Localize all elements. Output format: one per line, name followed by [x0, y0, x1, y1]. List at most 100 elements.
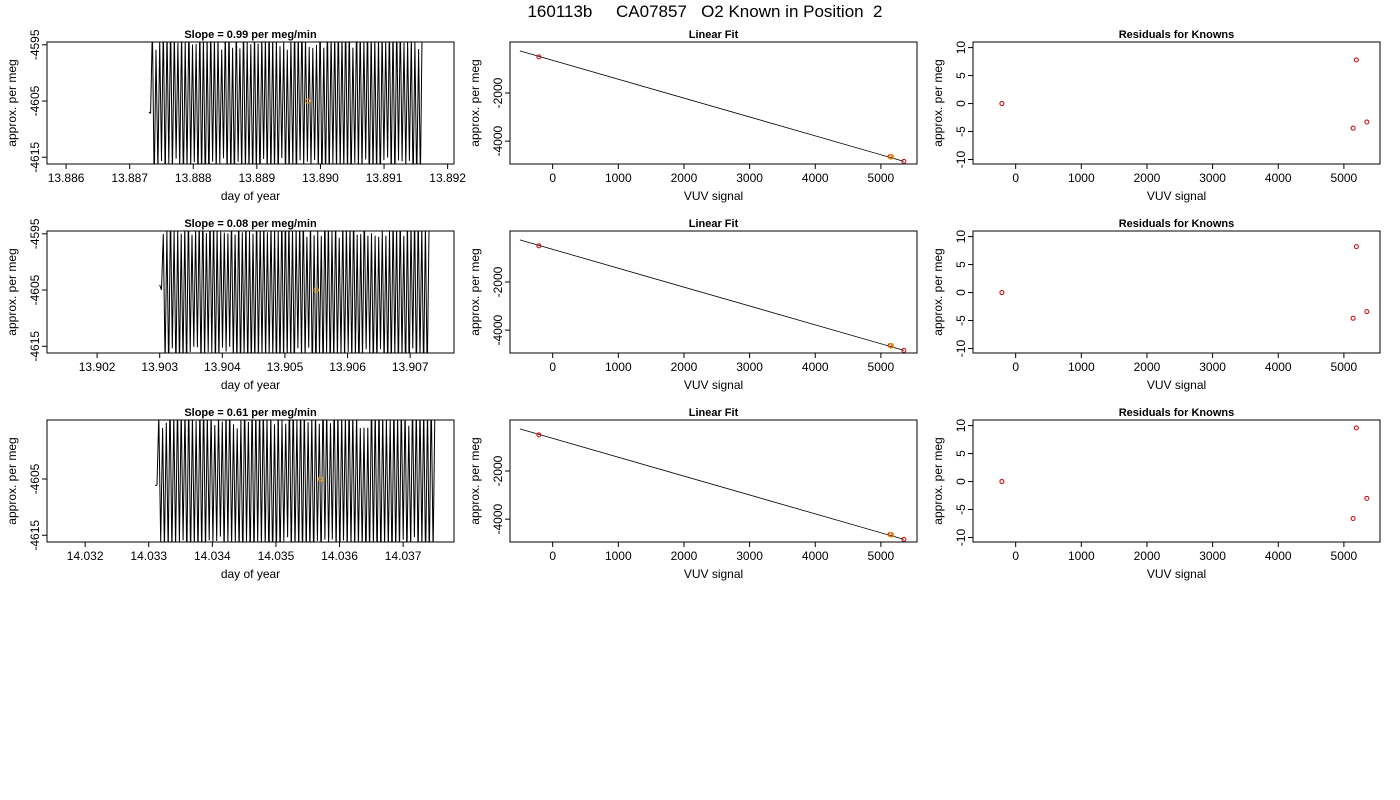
panel-title: Linear Fit: [689, 218, 739, 230]
x-tick-label: 14.032: [67, 549, 104, 563]
x-tick-label: 4000: [802, 171, 829, 185]
x-tick-label: 13.889: [239, 171, 276, 185]
x-tick-label: 4000: [802, 360, 829, 374]
x-tick-label: 5000: [1331, 360, 1358, 374]
highlight-point: [305, 98, 311, 104]
plot-area: [148, 42, 423, 164]
residual-point: [1350, 515, 1356, 521]
x-tick-label: 13.906: [329, 360, 366, 374]
x-tick-label: 4000: [802, 549, 829, 563]
residual-point: [1350, 315, 1356, 321]
residual-point: [1353, 57, 1359, 63]
x-axis-label: VUV signal: [1147, 189, 1206, 203]
y-tick-label: -4615: [28, 520, 42, 551]
panel-3: Residuals for Knowns 0 1000 2000 3000 4000 500…: [931, 29, 1381, 203]
y-tick-label: -4595: [28, 29, 42, 60]
residual-point: [999, 479, 1005, 485]
x-axis-label: VUV signal: [684, 567, 743, 581]
x-tick-label: 1000: [605, 171, 632, 185]
plot-area: [519, 428, 907, 542]
x-tick-label: 2000: [671, 549, 698, 563]
panel-6: Residuals for Knowns 0 1000 2000 3000 4000 500…: [931, 218, 1381, 392]
plot-frame: [509, 41, 918, 165]
fit-line: [519, 239, 904, 351]
y-tick-label: 5: [954, 450, 968, 457]
plot-area: [519, 50, 907, 164]
y-tick-label: -4000: [491, 314, 505, 345]
panel-title: Slope = 0.08 per meg/min: [184, 218, 317, 230]
panel-title: Residuals for Knowns: [1119, 407, 1235, 419]
x-tick-label: 14.035: [258, 549, 295, 563]
y-tick-label: 0: [954, 100, 968, 107]
y-tick-label: -4605: [28, 85, 42, 116]
highlight-point: [313, 287, 319, 293]
x-axis-label: VUV signal: [684, 189, 743, 203]
plot-frame: [972, 230, 1381, 354]
plot-frame: [972, 41, 1381, 165]
highlight-point: [317, 476, 324, 482]
y-tick-label: 10: [954, 230, 968, 244]
plot-area: [154, 420, 436, 542]
x-axis-label: day of year: [221, 378, 280, 392]
residual-point: [1364, 309, 1370, 315]
panel-5: Linear Fit 0 1000 2000 3000 4000 5000 -2000 -400…: [468, 218, 918, 392]
y-axis-label: approx. per meg: [468, 59, 482, 146]
x-axis-label: day of year: [221, 189, 280, 203]
data-trace: [159, 231, 430, 353]
x-tick-label: 13.891: [366, 171, 403, 185]
y-tick-label: -4595: [28, 218, 42, 249]
panel-9: Residuals for Knowns 0 1000 2000 3000 4000 500…: [931, 407, 1381, 581]
x-tick-label: 2000: [671, 360, 698, 374]
x-tick-label: 2000: [1134, 360, 1161, 374]
y-tick-label: -5: [954, 315, 968, 326]
x-tick-label: 14.036: [321, 549, 358, 563]
x-tick-label: 5000: [868, 549, 895, 563]
known-point: [901, 536, 907, 542]
y-tick-label: -2000: [491, 77, 505, 108]
highlight-point: [888, 531, 895, 538]
plot-frame: [972, 419, 1381, 543]
x-tick-label: 1000: [1068, 360, 1095, 374]
y-tick-label: -10: [954, 340, 968, 358]
x-tick-label: 0: [1012, 360, 1019, 374]
x-axis-label: VUV signal: [684, 378, 743, 392]
panel-title: Slope = 0.99 per meg/min: [184, 29, 317, 41]
x-tick-label: 4000: [1265, 549, 1292, 563]
y-tick-label: -4000: [491, 125, 505, 156]
x-tick-label: 3000: [736, 171, 763, 185]
fit-line: [519, 428, 904, 540]
plot-frame: [46, 230, 455, 354]
x-tick-label: 13.890: [302, 171, 339, 185]
x-tick-label: 2000: [1134, 549, 1161, 563]
x-tick-label: 5000: [868, 171, 895, 185]
x-tick-label: 2000: [671, 171, 698, 185]
x-tick-label: 13.892: [429, 171, 466, 185]
known-point: [901, 158, 907, 164]
panel-8: Linear Fit 0 1000 2000 3000 4000 5000 -2000 -400…: [468, 407, 918, 581]
x-tick-label: 14.037: [385, 549, 422, 563]
y-axis-label: approx. per meg: [468, 437, 482, 524]
x-tick-label: 0: [549, 549, 556, 563]
x-tick-label: 13.887: [111, 171, 148, 185]
x-tick-label: 2000: [1134, 171, 1161, 185]
x-tick-label: 1000: [1068, 549, 1095, 563]
y-tick-label: -10: [954, 529, 968, 547]
x-tick-label: 0: [1012, 171, 1019, 185]
highlight-point: [888, 153, 895, 160]
panel-title: Residuals for Knowns: [1119, 29, 1235, 41]
y-axis-label: approx. per meg: [5, 59, 19, 146]
residual-point: [1364, 119, 1370, 125]
y-tick-label: 10: [954, 419, 968, 433]
panel-4: Slope = 0.08 per meg/min 13.902 13.903 13.9…: [5, 218, 455, 392]
panel-title: Residuals for Knowns: [1119, 218, 1235, 230]
known-point: [536, 432, 542, 438]
panel-1: Slope = 0.99 per meg/min 13.886 13.887 13.8…: [5, 29, 466, 203]
x-tick-label: 0: [549, 360, 556, 374]
y-tick-label: -2000: [491, 266, 505, 297]
x-axis-label: VUV signal: [1147, 567, 1206, 581]
x-tick-label: 13.888: [175, 171, 212, 185]
y-tick-label: -4615: [28, 331, 42, 362]
y-axis-label: approx. per meg: [468, 248, 482, 335]
x-tick-label: 1000: [605, 549, 632, 563]
